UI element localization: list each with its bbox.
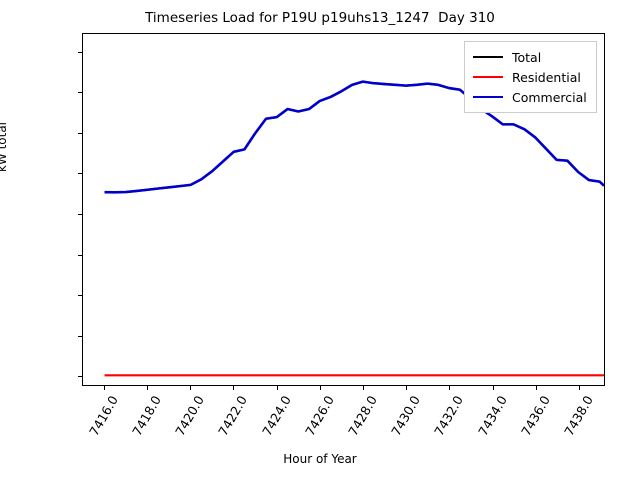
x-axis-tick-mark — [146, 386, 148, 390]
legend-label: Total — [512, 49, 542, 65]
x-axis-tick-mark — [190, 386, 192, 390]
x-axis-tick-label: 7416.0 — [85, 393, 121, 439]
x-axis-tick-label: 7420.0 — [172, 393, 208, 439]
x-axis-tick-label: 7432.0 — [431, 393, 467, 439]
chart-legend: Total Residential Commercial — [464, 41, 597, 113]
y-axis-tick-mark — [78, 213, 82, 215]
x-axis-tick-mark — [103, 386, 105, 390]
x-axis-tick-label: 7418.0 — [128, 393, 164, 439]
y-axis-tick-mark — [78, 51, 82, 53]
x-axis-tick-mark — [319, 386, 321, 390]
series-line-commercial — [104, 80, 604, 194]
legend-item: Total — [473, 47, 587, 67]
legend-item: Residential — [473, 67, 587, 87]
legend-label: Commercial — [512, 89, 587, 105]
x-axis-tick-mark — [233, 386, 235, 390]
y-axis-tick-mark — [78, 335, 82, 337]
x-axis-tick-mark — [449, 386, 451, 390]
y-axis-tick-mark — [78, 254, 82, 256]
x-axis-tick-label: 7434.0 — [474, 393, 510, 439]
x-axis-tick-label: 7428.0 — [345, 393, 380, 439]
x-axis-tick-mark — [579, 386, 581, 390]
y-axis-tick-mark — [78, 132, 82, 134]
x-axis-tick-label: 7436.0 — [517, 393, 553, 439]
x-axis-tick-mark — [362, 386, 364, 390]
x-axis-tick-label: 7422.0 — [215, 393, 251, 439]
x-axis-tick-label: 7438.0 — [561, 393, 597, 439]
y-axis-tick-mark — [78, 173, 82, 175]
legend-item: Commercial — [473, 87, 587, 107]
x-axis-tick-mark — [492, 386, 494, 390]
x-axis-tick-label: 7424.0 — [258, 393, 294, 439]
x-axis-tick-mark — [535, 386, 537, 390]
y-axis-tick-mark — [78, 295, 82, 297]
x-axis-tick-mark — [406, 386, 408, 390]
x-axis-label: Hour of Year — [283, 452, 357, 466]
y-axis-tick-mark — [78, 376, 82, 378]
legend-color-swatch — [473, 96, 503, 98]
legend-color-swatch — [473, 56, 503, 58]
x-axis-tick-label: 7430.0 — [388, 393, 424, 439]
x-axis-tick-mark — [276, 386, 278, 390]
y-axis-label: kW total — [0, 121, 9, 173]
legend-label: Residential — [512, 69, 581, 85]
plot-lines — [104, 80, 604, 377]
chart-title: Timeseries Load for P19U p19uhs13_1247 D… — [145, 10, 495, 26]
y-axis-tick-mark — [78, 92, 82, 94]
legend-color-swatch — [473, 76, 503, 78]
x-axis-tick-label: 7426.0 — [301, 393, 337, 439]
